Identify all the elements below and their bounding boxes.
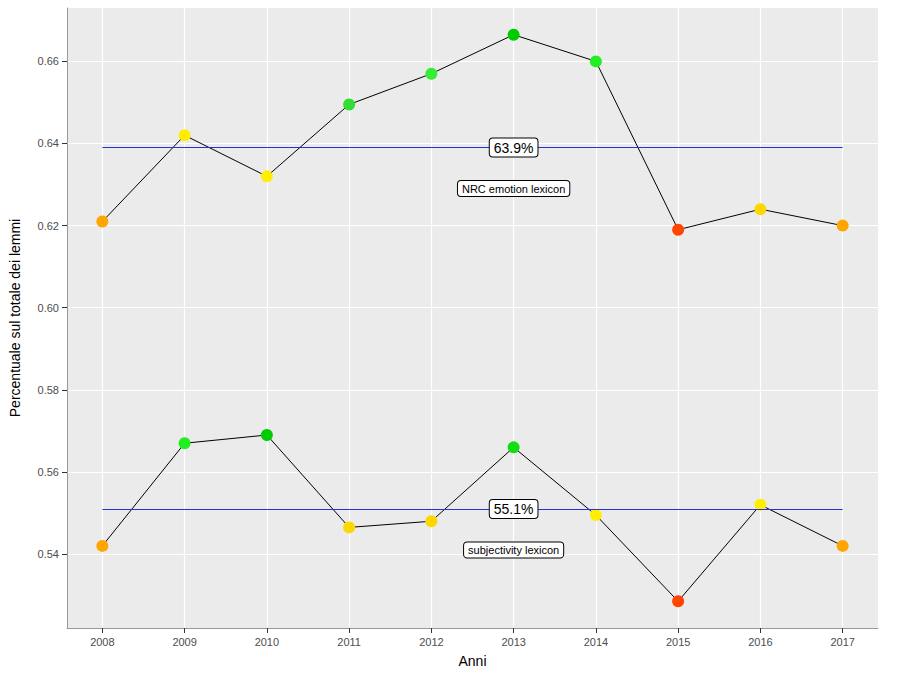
svg-text:2012: 2012 bbox=[419, 636, 443, 648]
svg-text:2008: 2008 bbox=[90, 636, 114, 648]
svg-text:0.62: 0.62 bbox=[38, 220, 59, 232]
svg-text:0.58: 0.58 bbox=[38, 384, 59, 396]
svg-text:0.60: 0.60 bbox=[38, 302, 59, 314]
svg-text:2013: 2013 bbox=[501, 636, 525, 648]
svg-text:0.54: 0.54 bbox=[38, 548, 59, 560]
svg-text:Anni: Anni bbox=[458, 653, 486, 669]
svg-text:2011: 2011 bbox=[337, 636, 361, 648]
svg-text:2016: 2016 bbox=[748, 636, 772, 648]
svg-text:0.66: 0.66 bbox=[38, 55, 59, 67]
svg-text:2017: 2017 bbox=[830, 636, 854, 648]
svg-text:2009: 2009 bbox=[172, 636, 196, 648]
svg-text:0.56: 0.56 bbox=[38, 466, 59, 478]
svg-text:2014: 2014 bbox=[584, 636, 608, 648]
svg-text:0.64: 0.64 bbox=[38, 137, 59, 149]
svg-text:63.9%: 63.9% bbox=[494, 140, 534, 156]
svg-text:NRC emotion lexicon: NRC emotion lexicon bbox=[462, 183, 565, 195]
svg-text:Percentuale sul totale dei lem: Percentuale sul totale dei lemmi bbox=[7, 219, 23, 417]
svg-text:2015: 2015 bbox=[666, 636, 690, 648]
svg-text:2010: 2010 bbox=[255, 636, 279, 648]
svg-text:55.1%: 55.1% bbox=[494, 501, 534, 517]
svg-text:subjectivity lexicon: subjectivity lexicon bbox=[468, 544, 559, 556]
